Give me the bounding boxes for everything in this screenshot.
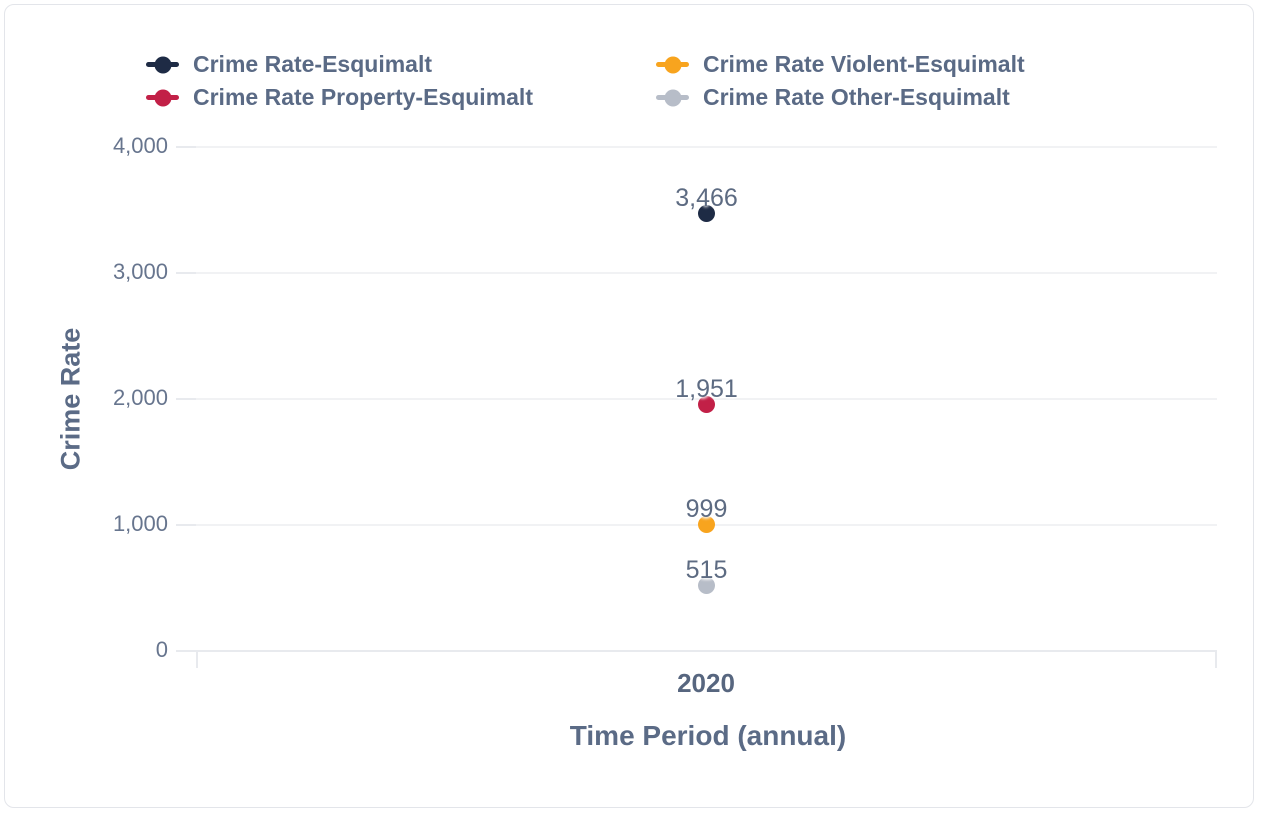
legend-item-label: Crime Rate Other-Esquimalt — [703, 84, 1010, 110]
legend-marker-icon — [146, 56, 179, 73]
data-point-crime-rate-other-esquimalt[interactable] — [698, 576, 715, 594]
legend-dot-icon — [664, 89, 681, 106]
legend-dot-icon — [664, 56, 681, 73]
legend-marker-icon — [146, 89, 179, 106]
data-label-crime-rate-esquimalt: 3,466 — [675, 184, 738, 213]
gridline-4,000 — [196, 146, 1217, 148]
chart-legend: Crime Rate-Esquimalt Crime Rate Violent-E… — [146, 49, 1025, 113]
legend-item-crime-rate-violent-esquimalt[interactable]: Crime Rate Violent-Esquimalt — [656, 49, 1025, 80]
y-axis-tick — [176, 272, 196, 274]
data-point-crime-rate-violent-esquimalt[interactable] — [698, 515, 715, 533]
plot-area: 0 1,000 2,000 3,000 4,000 3,466 999 1,951 515 — [113, 133, 1217, 668]
legend-item-crime-rate-esquimalt[interactable]: Crime Rate-Esquimalt — [146, 49, 656, 80]
data-point-crime-rate-esquimalt[interactable] — [698, 204, 715, 222]
legend-item-crime-rate-property-esquimalt[interactable]: Crime Rate Property-Esquimalt — [146, 82, 656, 113]
chart-card: Crime Rate-Esquimalt Crime Rate Violent-E… — [4, 4, 1254, 808]
x-tick-label-2020: 2020 — [677, 668, 735, 698]
legend-dot-icon — [154, 56, 171, 73]
x-axis-tick — [196, 650, 198, 668]
legend-marker-icon — [656, 89, 689, 106]
x-axis-tick — [1215, 650, 1217, 668]
legend-dot-icon — [154, 89, 171, 106]
data-point-crime-rate-property-esquimalt[interactable] — [698, 395, 715, 413]
legend-item-label: Crime Rate Violent-Esquimalt — [703, 51, 1025, 77]
x-axis-line — [176, 650, 1217, 652]
y-tick-label-3,000: 3,000 — [112, 259, 168, 284]
y-axis-tick — [176, 146, 196, 148]
data-label-crime-rate-violent-esquimalt: 999 — [685, 495, 728, 524]
y-tick-label-2,000: 2,000 — [112, 385, 168, 410]
legend-item-label: Crime Rate-Esquimalt — [193, 51, 433, 77]
legend-item-label: Crime Rate Property-Esquimalt — [193, 84, 533, 110]
y-tick-label-4,000: 4,000 — [112, 133, 168, 158]
legend-marker-icon — [656, 56, 689, 73]
y-axis-tick — [176, 524, 196, 526]
y-axis-tick — [176, 398, 196, 400]
data-label-crime-rate-other-esquimalt: 515 — [685, 556, 728, 585]
data-label-crime-rate-property-esquimalt: 1,951 — [675, 375, 738, 404]
y-tick-label-0: 0 — [155, 637, 168, 662]
x-axis-title: Time Period (annual) — [569, 720, 847, 751]
gridline-3,000 — [196, 272, 1217, 274]
legend-item-crime-rate-other-esquimalt[interactable]: Crime Rate Other-Esquimalt — [656, 82, 1025, 113]
y-tick-label-1,000: 1,000 — [112, 511, 168, 536]
